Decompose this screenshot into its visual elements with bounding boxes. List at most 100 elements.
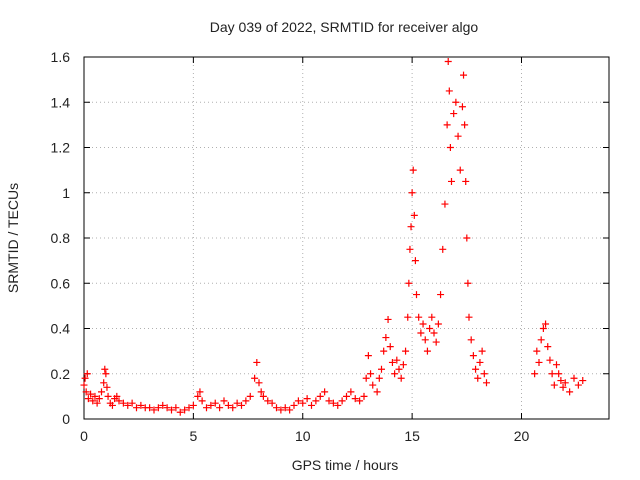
data-point (478, 347, 486, 355)
x-tick-label: 15 (404, 428, 420, 444)
data-point (294, 397, 302, 405)
data-point (264, 397, 272, 405)
data-point (373, 388, 381, 396)
x-tick-label: 0 (80, 428, 88, 444)
y-tick-label: 0.8 (51, 230, 71, 246)
data-point (133, 404, 140, 412)
data-point (334, 401, 342, 409)
data-point (533, 347, 541, 355)
data-point (113, 392, 121, 400)
data-point (542, 320, 550, 328)
data-point (410, 211, 418, 219)
data-point (81, 374, 89, 382)
data-point (82, 388, 90, 396)
data-point (364, 352, 372, 360)
data-point (444, 58, 452, 66)
data-point (268, 399, 276, 407)
data-point (566, 388, 574, 396)
data-point (176, 408, 184, 416)
data-point (196, 388, 204, 396)
data-point (251, 374, 259, 382)
data-point (281, 404, 289, 412)
data-point (413, 291, 420, 299)
y-tick-label: 1.2 (51, 140, 71, 156)
data-point (351, 395, 359, 403)
data-point (476, 358, 484, 366)
data-point (407, 223, 415, 231)
data-point (464, 279, 472, 287)
data-point (472, 365, 480, 373)
data-point (434, 320, 442, 328)
data-point (308, 401, 315, 409)
data-point (378, 365, 385, 373)
data-point (255, 379, 263, 387)
data-point (456, 166, 464, 174)
data-point (362, 374, 370, 382)
data-point (483, 379, 490, 387)
data-point (367, 370, 375, 378)
data-point (404, 313, 412, 321)
data-point (369, 381, 377, 389)
data-point (154, 404, 162, 412)
data-point (224, 401, 232, 409)
data-point (467, 336, 475, 344)
data-point (537, 336, 545, 344)
axis-ticks (83, 56, 609, 420)
data-point (480, 370, 488, 378)
data-point (83, 370, 91, 378)
data-point (406, 245, 414, 253)
data-point (356, 397, 364, 405)
data-point (386, 343, 394, 351)
data-point (277, 406, 285, 414)
data-point (312, 397, 320, 405)
data-point (415, 313, 423, 321)
data-point (80, 381, 88, 389)
data-point (299, 399, 307, 407)
data-point (84, 395, 92, 403)
data-point (220, 397, 228, 405)
data-point (446, 144, 454, 151)
data-point (95, 395, 103, 403)
data-point (579, 377, 587, 385)
data-point (535, 358, 543, 366)
data-point (329, 399, 337, 407)
data-point (557, 377, 565, 385)
grid-lines (84, 57, 609, 419)
data-point (574, 381, 582, 389)
data-point (458, 103, 466, 111)
data-point (115, 397, 123, 405)
data-point (452, 98, 460, 106)
data-point (286, 406, 294, 414)
data-point (409, 166, 417, 174)
data-point (124, 401, 132, 409)
data-point (98, 388, 105, 396)
data-point (441, 200, 449, 208)
data-point (194, 392, 202, 400)
data-point (555, 370, 563, 378)
data-point (343, 392, 350, 400)
data-point (448, 177, 455, 185)
chart-title: Day 039 of 2022, SRMTID for receiver alg… (210, 19, 479, 35)
data-point (460, 71, 468, 79)
data-point (316, 392, 324, 400)
y-tick-label: 1.4 (51, 94, 71, 110)
data-point (91, 392, 99, 400)
data-point (469, 352, 477, 360)
data-point (198, 397, 206, 405)
data-point (233, 399, 241, 407)
data-point (539, 325, 547, 332)
data-point (465, 313, 473, 321)
data-point (321, 388, 329, 396)
data-point (163, 404, 171, 412)
data-point (150, 406, 158, 414)
data-point (395, 365, 403, 373)
data-point (417, 329, 425, 337)
data-point (207, 401, 215, 409)
data-point (259, 392, 267, 400)
data-point (203, 404, 210, 412)
y-axis-label: SRMTID / TECUs (5, 183, 21, 293)
data-point (445, 87, 453, 95)
data-point (246, 392, 254, 400)
data-point (559, 383, 567, 391)
data-point (189, 401, 197, 409)
